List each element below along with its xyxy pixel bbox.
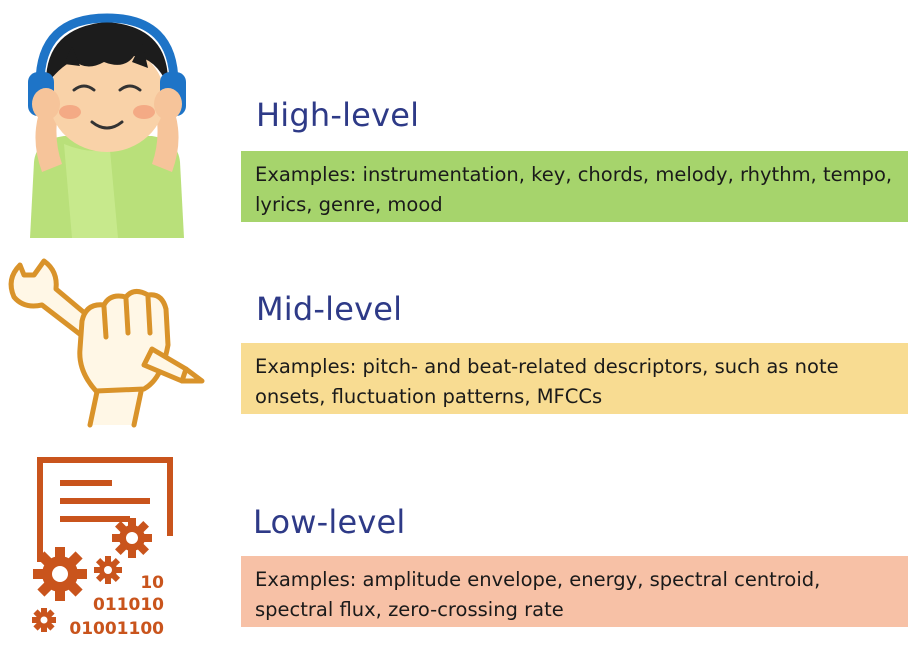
high-level-examples-text: Examples: instrumentation, key, chords, … bbox=[255, 163, 893, 216]
high-level-title: High-level bbox=[256, 96, 420, 134]
mid-level-title: Mid-level bbox=[256, 290, 403, 328]
low-level-examples-text: Examples: amplitude envelope, energy, sp… bbox=[255, 568, 821, 621]
binary-text-line-1: 10 bbox=[140, 573, 164, 593]
high-level-examples-box: Examples: instrumentation, key, chords, … bbox=[241, 151, 908, 222]
mid-level-examples-box: Examples: pitch- and beat-related descri… bbox=[241, 343, 908, 414]
hand-wrench-pencil-icon bbox=[8, 258, 205, 428]
mid-level-examples-text: Examples: pitch- and beat-related descri… bbox=[255, 355, 839, 408]
binary-text-line-3: 01001100 bbox=[69, 619, 164, 639]
low-level-title: Low-level bbox=[253, 503, 406, 541]
binary-text-line-2: 011010 bbox=[93, 595, 164, 615]
low-level-examples-box: Examples: amplitude envelope, energy, sp… bbox=[241, 556, 908, 627]
listener-with-headphones-icon bbox=[28, 13, 186, 238]
document-gears-binary-icon: 10 011010 01001100 bbox=[32, 457, 173, 639]
